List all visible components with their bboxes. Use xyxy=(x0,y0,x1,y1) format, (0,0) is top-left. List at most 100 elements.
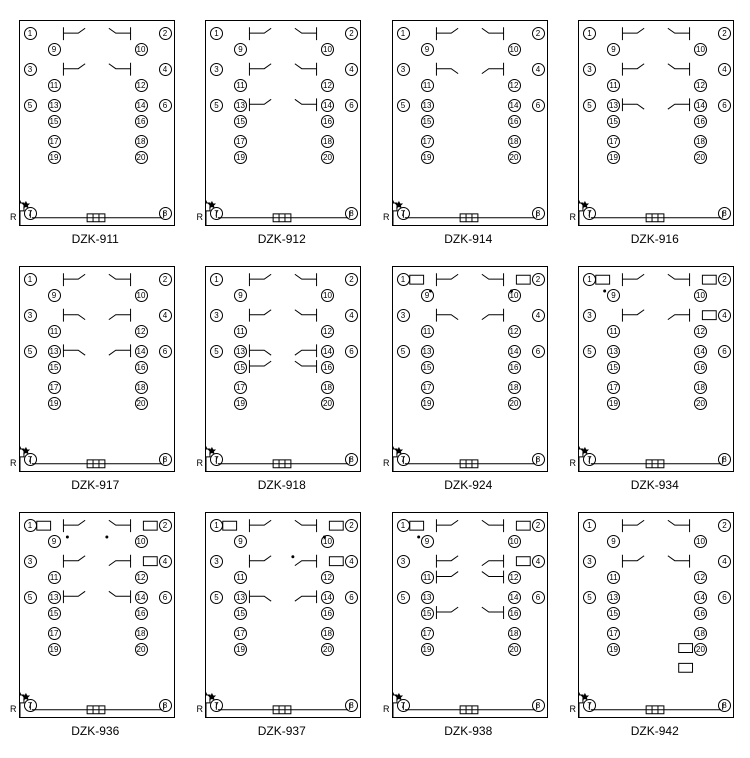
pin-2: 2 xyxy=(718,27,731,40)
pin-14: 14 xyxy=(321,345,334,358)
pin-16: 16 xyxy=(694,115,707,128)
diagram-caption: DZK-912 xyxy=(197,232,368,246)
pin-10: 10 xyxy=(321,289,334,302)
pin-8: 8 xyxy=(345,207,358,220)
pin-8: 8 xyxy=(159,207,172,220)
pin-6: 6 xyxy=(159,345,172,358)
pin-13: 13 xyxy=(234,591,247,604)
pin-13: 13 xyxy=(421,345,434,358)
pin-18: 18 xyxy=(694,381,707,394)
pin-14: 14 xyxy=(508,345,521,358)
relay-diagram: 1291034111251314615161718192078 xyxy=(392,266,548,472)
pin-19: 19 xyxy=(234,151,247,164)
pin-10: 10 xyxy=(135,535,148,548)
pin-3: 3 xyxy=(583,63,596,76)
pin-7: 7 xyxy=(397,699,410,712)
pin-19: 19 xyxy=(421,643,434,656)
pin-19: 19 xyxy=(607,151,620,164)
relay-diagram: 1291034111251314615161718192078 xyxy=(205,266,361,472)
pin-15: 15 xyxy=(421,607,434,620)
pin-1: 1 xyxy=(210,519,223,532)
pin-17: 17 xyxy=(48,135,61,148)
pin-10: 10 xyxy=(135,43,148,56)
pin-19: 19 xyxy=(421,397,434,410)
pin-11: 11 xyxy=(421,571,434,584)
diagram-caption: DZK-942 xyxy=(570,724,741,738)
pin-9: 9 xyxy=(234,43,247,56)
pin-3: 3 xyxy=(397,63,410,76)
pin-16: 16 xyxy=(135,607,148,620)
pin-1: 1 xyxy=(24,273,37,286)
pin-20: 20 xyxy=(694,397,707,410)
pin-19: 19 xyxy=(421,151,434,164)
pin-19: 19 xyxy=(607,397,620,410)
relay-diagram: 1291034111251314615161718192078 xyxy=(578,266,734,472)
pin-13: 13 xyxy=(234,345,247,358)
relay-diagram: 1291034111251314615161718192078 xyxy=(578,512,734,718)
pin-12: 12 xyxy=(694,571,707,584)
pin-5: 5 xyxy=(397,345,410,358)
pin-4: 4 xyxy=(718,63,731,76)
contact-overlay xyxy=(393,267,547,471)
r-label: R xyxy=(570,212,577,222)
pin-16: 16 xyxy=(508,607,521,620)
pin-18: 18 xyxy=(135,627,148,640)
relay-diagram: 1291034111251314615161718192078 xyxy=(19,512,175,718)
pin-18: 18 xyxy=(508,135,521,148)
pin-5: 5 xyxy=(583,345,596,358)
pin-18: 18 xyxy=(694,627,707,640)
pin-9: 9 xyxy=(48,43,61,56)
pin-8: 8 xyxy=(532,207,545,220)
pin-9: 9 xyxy=(234,535,247,548)
r-label: R xyxy=(10,704,17,714)
diagram-caption: DZK-911 xyxy=(10,232,181,246)
diagram-cell: R1291034111251314615161718192078DZK-937 xyxy=(197,512,368,738)
pin-3: 3 xyxy=(24,555,37,568)
pin-16: 16 xyxy=(135,361,148,374)
relay-diagram: 1291034111251314615161718192078 xyxy=(205,20,361,226)
contact-overlay xyxy=(20,513,174,717)
pin-7: 7 xyxy=(210,453,223,466)
r-label: R xyxy=(383,212,390,222)
pin-20: 20 xyxy=(321,151,334,164)
pin-5: 5 xyxy=(583,99,596,112)
pin-17: 17 xyxy=(234,381,247,394)
pin-8: 8 xyxy=(718,699,731,712)
pin-15: 15 xyxy=(607,607,620,620)
pin-12: 12 xyxy=(135,571,148,584)
pin-5: 5 xyxy=(24,591,37,604)
diagram-caption: DZK-918 xyxy=(197,478,368,492)
pin-2: 2 xyxy=(345,519,358,532)
pin-1: 1 xyxy=(397,519,410,532)
pin-11: 11 xyxy=(421,325,434,338)
pin-17: 17 xyxy=(421,381,434,394)
diagram-cell: R1291034111251314615161718192078DZK-938 xyxy=(383,512,554,738)
pin-9: 9 xyxy=(607,289,620,302)
pin-2: 2 xyxy=(159,27,172,40)
pin-14: 14 xyxy=(135,345,148,358)
r-label: R xyxy=(197,704,204,714)
pin-16: 16 xyxy=(508,115,521,128)
pin-1: 1 xyxy=(24,519,37,532)
diagram-caption: DZK-916 xyxy=(570,232,741,246)
pin-5: 5 xyxy=(24,345,37,358)
pin-14: 14 xyxy=(508,591,521,604)
pin-1: 1 xyxy=(397,27,410,40)
pin-9: 9 xyxy=(421,535,434,548)
pin-6: 6 xyxy=(718,345,731,358)
pin-19: 19 xyxy=(234,397,247,410)
pin-11: 11 xyxy=(48,571,61,584)
pin-3: 3 xyxy=(397,555,410,568)
contact-overlay xyxy=(20,21,174,225)
pin-15: 15 xyxy=(48,607,61,620)
pin-20: 20 xyxy=(508,643,521,656)
pin-5: 5 xyxy=(24,99,37,112)
pin-17: 17 xyxy=(48,381,61,394)
pin-9: 9 xyxy=(421,43,434,56)
pin-15: 15 xyxy=(607,115,620,128)
pin-6: 6 xyxy=(532,591,545,604)
diagram-caption: DZK-924 xyxy=(383,478,554,492)
r-label: R xyxy=(383,458,390,468)
pin-1: 1 xyxy=(210,273,223,286)
r-label: R xyxy=(197,212,204,222)
